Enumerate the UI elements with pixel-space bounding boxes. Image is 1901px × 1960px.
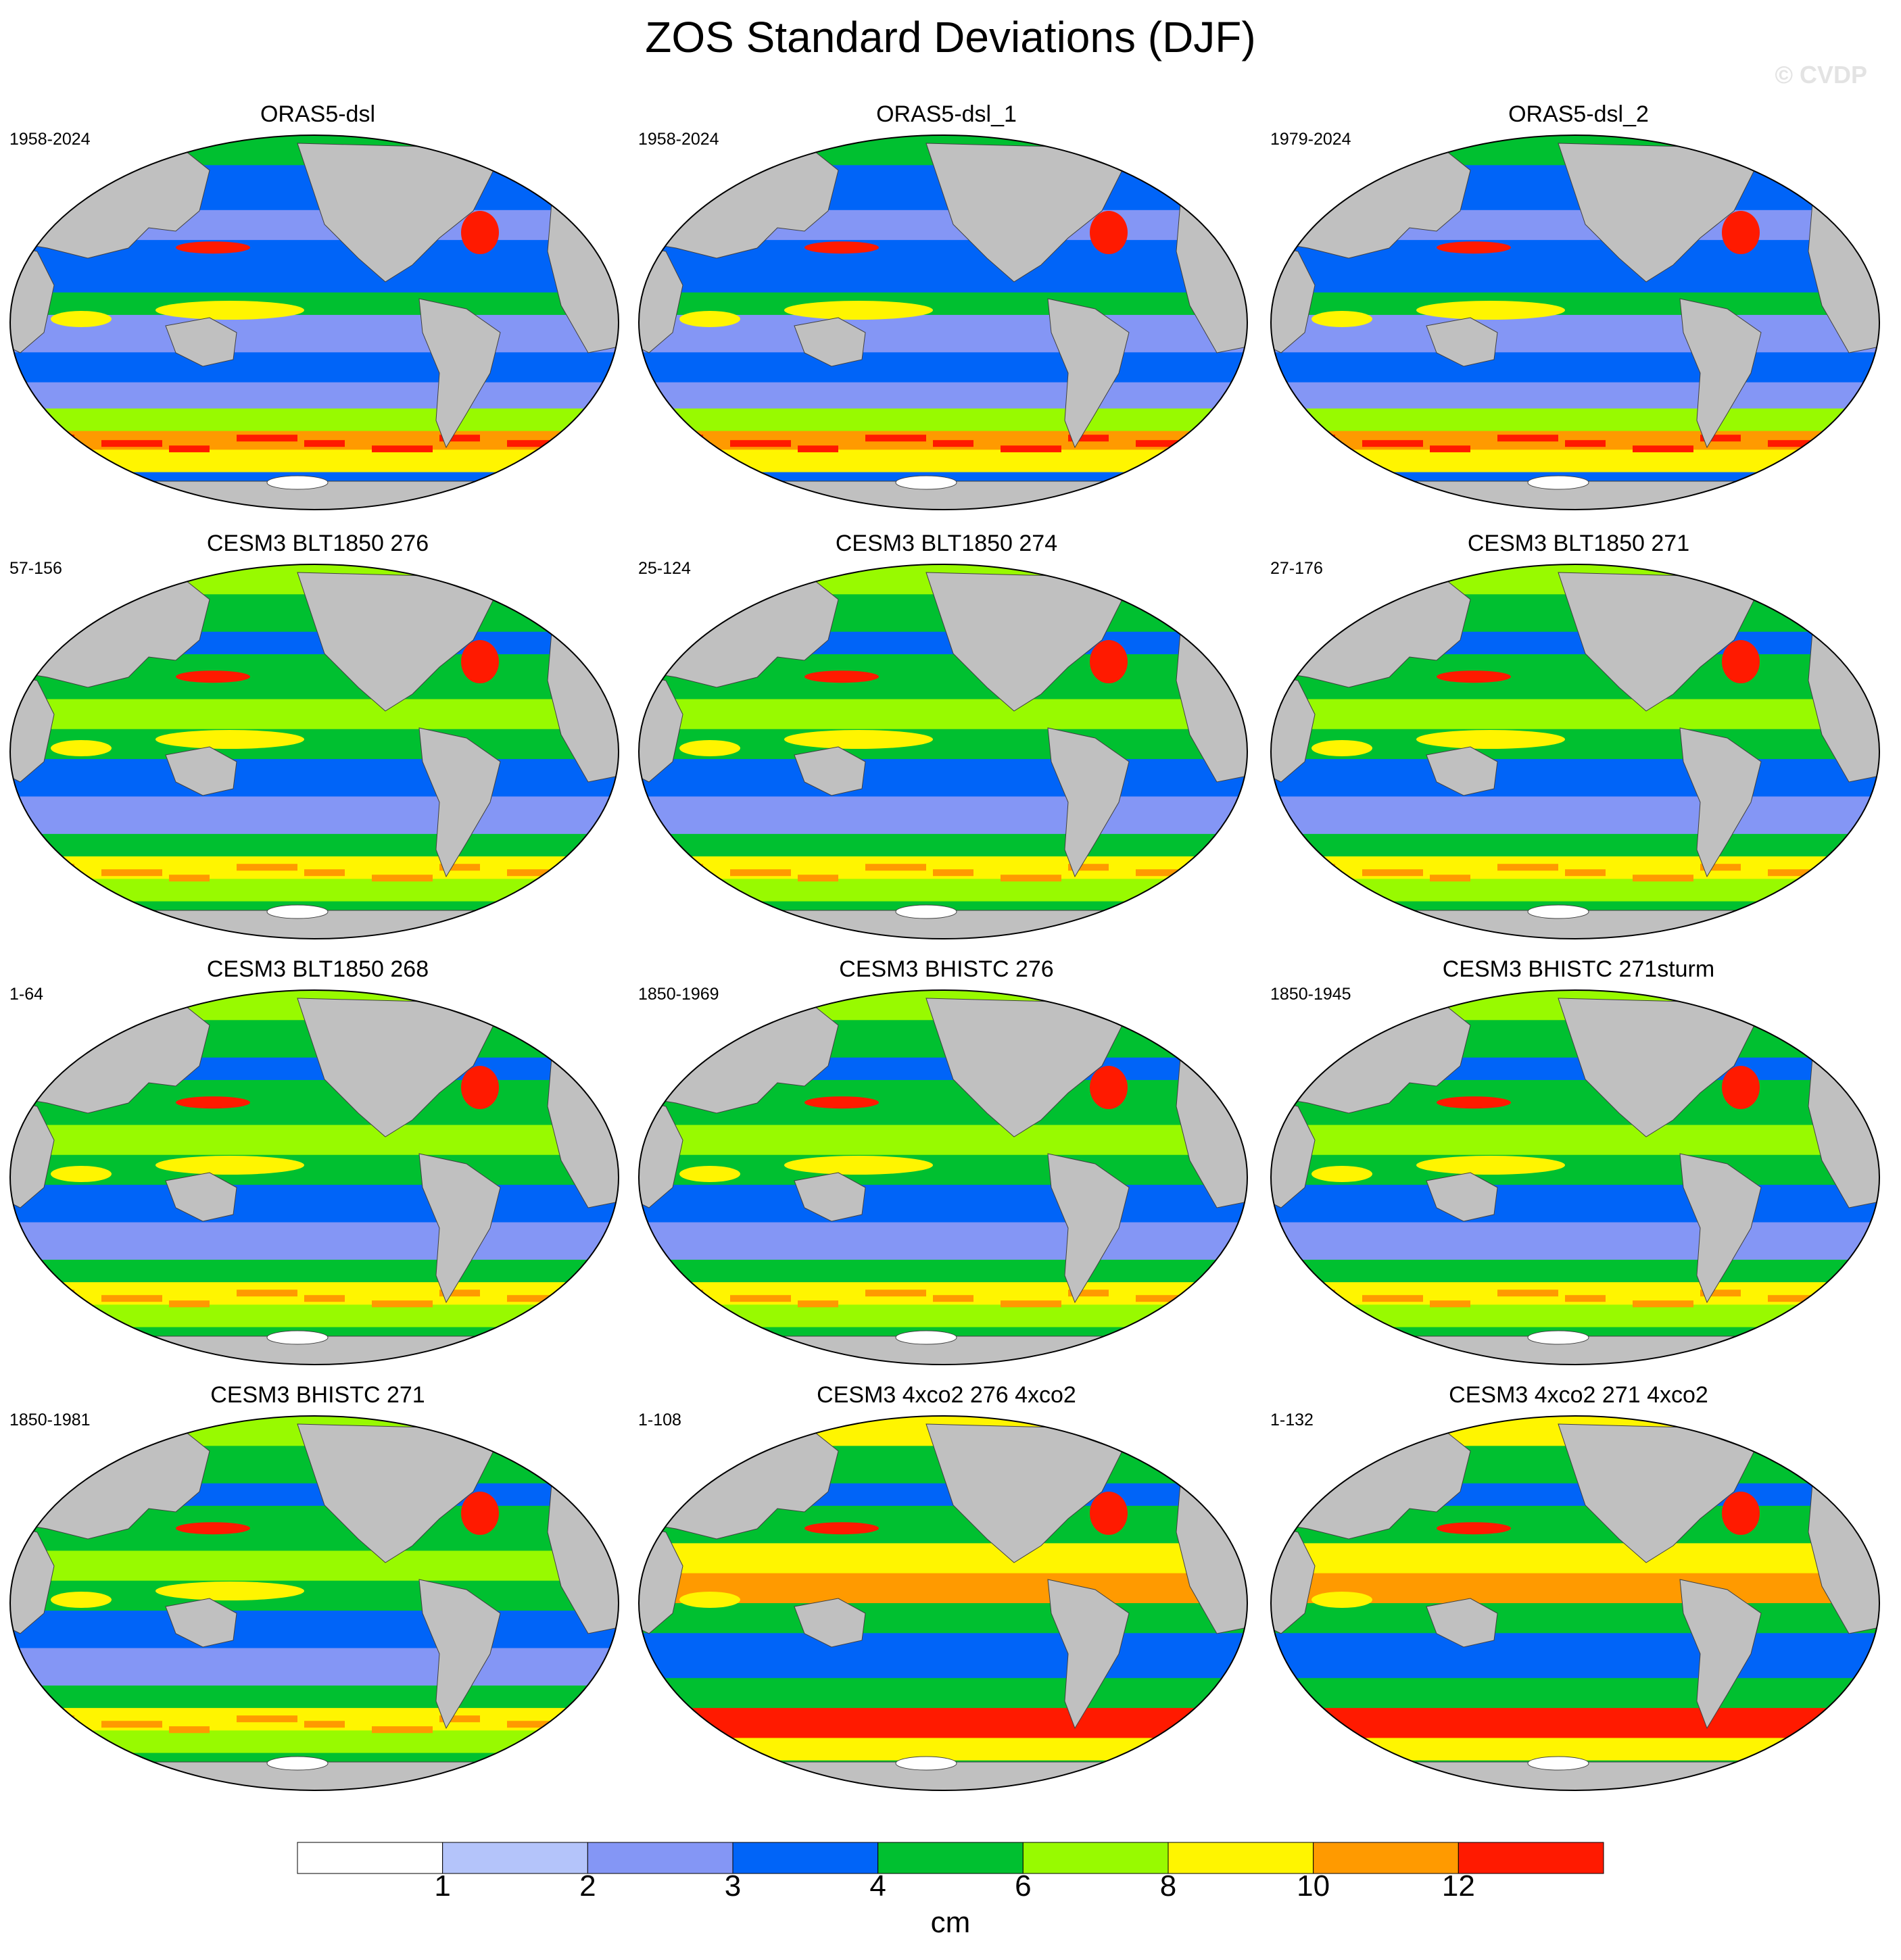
colorbar-box [1313, 1842, 1459, 1874]
colorbar-tick-label: 2 [579, 1869, 596, 1903]
colorbar-tick-label: 8 [1159, 1869, 1177, 1903]
map-panel: CESM3 BHISTC 276 1850-1969 [635, 956, 1257, 1396]
robinson-map [9, 989, 619, 1365]
robinson-map [638, 989, 1248, 1365]
cvdp-watermark: © CVDP [1775, 61, 1867, 89]
panel-years: 1-132 [1270, 1411, 1314, 1429]
colorbar-box [442, 1842, 588, 1874]
robinson-map [1270, 134, 1880, 510]
map-panel: CESM3 BHISTC 271 1850-1981 [7, 1382, 629, 1821]
map-panel: CESM3 BLT1850 271 27-176 [1268, 531, 1890, 970]
panel-title: CESM3 BHISTC 276 [839, 956, 1054, 982]
robinson-map [638, 134, 1248, 510]
panel-years: 1-64 [9, 985, 44, 1004]
panel-years: 1958-2024 [9, 130, 91, 149]
panel-title: ORAS5-dsl_2 [1508, 101, 1649, 127]
map-panel: CESM3 BLT1850 268 1-64 [7, 956, 629, 1396]
panel-title: CESM3 4xco2 276 4xco2 [817, 1382, 1076, 1408]
panel-title: CESM3 BLT1850 276 [206, 531, 429, 556]
panel-years: 1979-2024 [1270, 130, 1351, 149]
robinson-map [638, 1415, 1248, 1791]
panel-years: 27-176 [1270, 559, 1323, 578]
colorbar-box [732, 1842, 879, 1874]
colorbar-box [1458, 1842, 1604, 1874]
panel-title: CESM3 BLT1850 268 [206, 956, 429, 982]
map-panel: CESM3 4xco2 271 4xco2 1-132 [1268, 1382, 1890, 1821]
colorbar-tick-label: 1 [434, 1869, 451, 1903]
panel-years: 1850-1969 [638, 985, 719, 1004]
colorbar-tick-label: 12 [1441, 1869, 1475, 1903]
map-panel: CESM3 BLT1850 274 25-124 [635, 531, 1257, 970]
colorbar-box [587, 1842, 733, 1874]
robinson-map [9, 1415, 619, 1791]
map-panel: ORAS5-dsl_1 1958-2024 [635, 101, 1257, 541]
panel-years: 25-124 [638, 559, 691, 578]
map-panel: CESM3 4xco2 276 4xco2 1-108 [635, 1382, 1257, 1821]
robinson-map [638, 564, 1248, 939]
robinson-map [9, 564, 619, 939]
panel-title: CESM3 4xco2 271 4xco2 [1449, 1382, 1708, 1408]
map-panel: CESM3 BHISTC 271sturm 1850-1945 [1268, 956, 1890, 1396]
robinson-map [9, 134, 619, 510]
panel-years: 57-156 [9, 559, 62, 578]
colorbar-box [877, 1842, 1024, 1874]
panel-title: CESM3 BLT1850 274 [835, 531, 1058, 556]
panel-title: ORAS5-dsl [260, 101, 376, 127]
map-panel: ORAS5-dsl_2 1979-2024 [1268, 101, 1890, 541]
robinson-map [1270, 564, 1880, 939]
panel-years: 1-108 [638, 1411, 681, 1429]
panel-years: 1850-1981 [9, 1411, 91, 1429]
panel-years: 1958-2024 [638, 130, 719, 149]
robinson-map [1270, 1415, 1880, 1791]
colorbar-tick-label: 6 [1015, 1869, 1032, 1903]
colorbar-units: cm [930, 1906, 971, 1939]
map-panel: ORAS5-dsl 1958-2024 [7, 101, 629, 541]
colorbar-box [1022, 1842, 1169, 1874]
colorbar-tick-label: 3 [724, 1869, 742, 1903]
colorbar-box [297, 1842, 443, 1874]
colorbar-tick-label: 4 [869, 1869, 886, 1903]
colorbar-tick-label: 10 [1297, 1869, 1330, 1903]
panel-title: ORAS5-dsl_1 [876, 101, 1017, 127]
colorbar-box [1168, 1842, 1314, 1874]
panel-title: CESM3 BHISTC 271 [210, 1382, 425, 1408]
panel-title: CESM3 BHISTC 271sturm [1442, 956, 1715, 982]
panel-years: 1850-1945 [1270, 985, 1351, 1004]
robinson-map [1270, 989, 1880, 1365]
figure-title: ZOS Standard Deviations (DJF) [645, 13, 1256, 62]
panel-title: CESM3 BLT1850 271 [1467, 531, 1690, 556]
map-panel: CESM3 BLT1850 276 57-156 [7, 531, 629, 970]
